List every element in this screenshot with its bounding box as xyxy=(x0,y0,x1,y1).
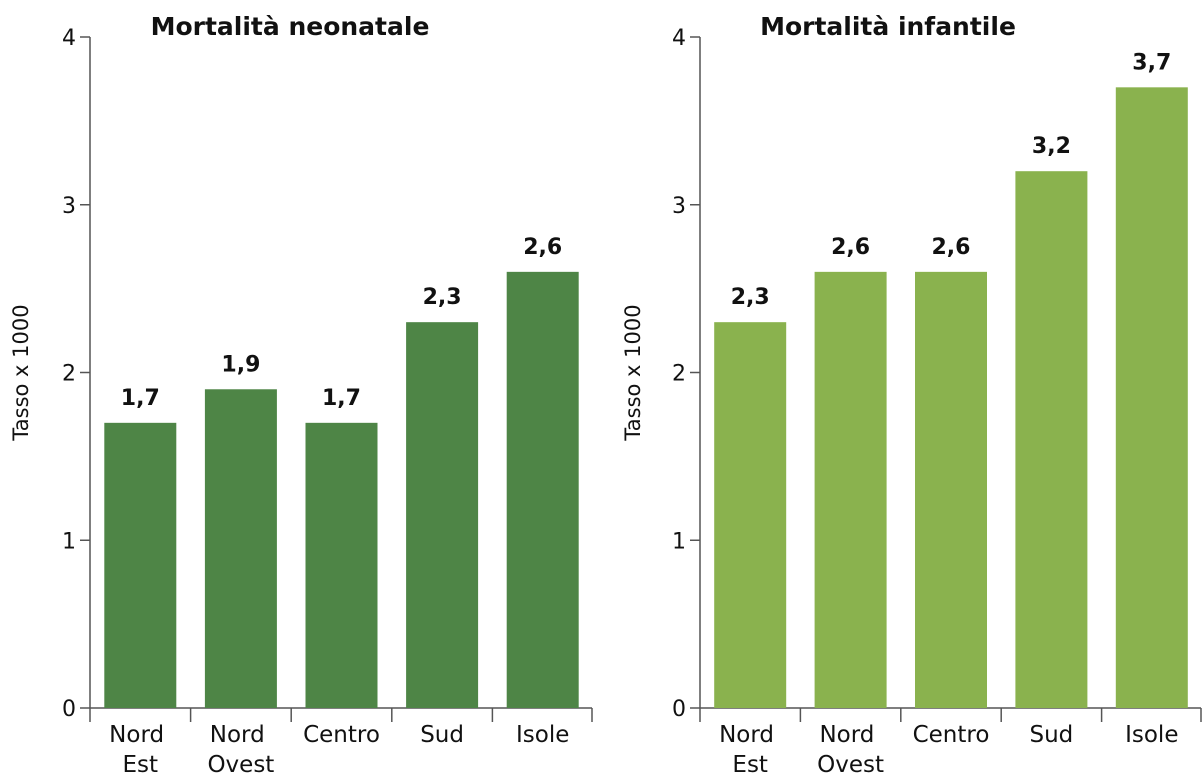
value-label: 2,6 xyxy=(831,235,870,260)
bar xyxy=(104,422,177,708)
y-axis-label: Tasso x 1000 xyxy=(9,304,33,441)
x-tick-label-line: Est xyxy=(732,752,768,778)
value-label: 3,7 xyxy=(1132,50,1171,75)
y-tick-label: 4 xyxy=(672,26,686,51)
x-tick-label-line: Nord xyxy=(210,722,272,748)
bar xyxy=(204,389,277,708)
value-label: 1,7 xyxy=(322,386,361,411)
y-tick-label: 1 xyxy=(62,529,76,554)
value-label: 2,3 xyxy=(731,285,770,310)
x-tick-label-line: Ovest xyxy=(207,752,274,778)
y-axis-label: Tasso x 1000 xyxy=(621,304,645,441)
bar xyxy=(1115,87,1188,708)
value-label: 1,7 xyxy=(121,386,160,411)
y-tick-label: 0 xyxy=(672,697,686,722)
bar xyxy=(1015,171,1088,708)
y-tick-label: 3 xyxy=(672,194,686,219)
x-tick-label: Isole xyxy=(1125,722,1178,748)
x-tick-label-line: Ovest xyxy=(817,752,884,778)
x-tick-label-line: Nord xyxy=(819,722,881,748)
y-tick-label: 4 xyxy=(62,26,76,51)
x-tick-label-line: Nord xyxy=(109,722,171,748)
bar xyxy=(714,322,787,708)
bar xyxy=(814,271,887,708)
x-tick-label: Centro xyxy=(913,722,990,748)
value-label: 2,6 xyxy=(523,235,562,260)
bar xyxy=(305,422,378,708)
value-label: 3,2 xyxy=(1032,134,1071,159)
y-tick-label: 3 xyxy=(62,194,76,219)
x-tick-label: Centro xyxy=(303,722,380,748)
x-tick-label: Nord Ovest xyxy=(207,722,274,778)
bar xyxy=(406,322,479,708)
value-label: 2,3 xyxy=(423,285,462,310)
y-tick-label: 0 xyxy=(62,697,76,722)
x-tick-label: Nord Ovest xyxy=(817,722,884,778)
x-tick-label: Sud xyxy=(1030,722,1074,748)
y-tick-label: 2 xyxy=(672,362,686,387)
bar xyxy=(915,271,987,708)
bar xyxy=(506,271,579,708)
x-tick-label-line: Nord xyxy=(719,722,781,748)
value-label: 1,9 xyxy=(221,352,260,377)
x-tick-label: Sud xyxy=(420,722,464,748)
x-tick-label: Nord Est xyxy=(109,722,171,778)
x-tick-label-line: Est xyxy=(123,752,159,778)
chart-title: Mortalità infantile xyxy=(760,12,1016,41)
y-tick-label: 1 xyxy=(672,529,686,554)
x-tick-label: Nord Est xyxy=(719,722,781,778)
chart-title: Mortalità neonatale xyxy=(151,12,430,41)
value-label: 2,6 xyxy=(932,235,971,260)
x-tick-label: Isole xyxy=(516,722,569,748)
y-tick-label: 2 xyxy=(62,362,76,387)
